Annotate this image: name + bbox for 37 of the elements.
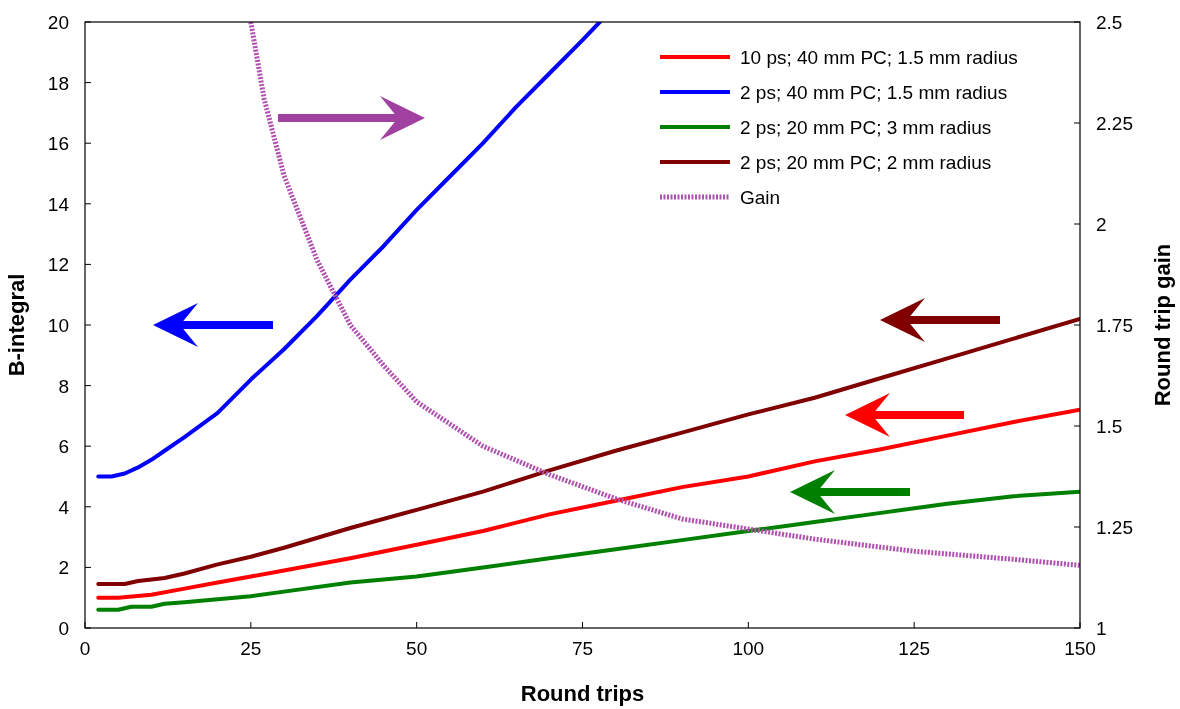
- x-tick-label: 100: [732, 638, 765, 659]
- x-tick-label: 0: [79, 638, 91, 659]
- y-tick-label: 6: [58, 436, 69, 458]
- y-tick-label: 12: [47, 254, 69, 276]
- legend-label: 2 ps; 20 mm PC; 2 mm radius: [740, 152, 992, 173]
- y-tick-label: 14: [47, 193, 70, 215]
- legend-label: 2 ps; 20 mm PC; 3 mm radius: [740, 117, 992, 138]
- y-tick-label: 16: [47, 133, 69, 155]
- line-series: [96, 489, 1080, 612]
- legend-label: 10 ps; 40 mm PC; 1.5 mm radius: [740, 47, 1018, 68]
- y2-tick-label: 1.25: [1096, 517, 1133, 538]
- y-tick-label: 2: [58, 557, 69, 579]
- x-tick-label: 50: [406, 638, 428, 659]
- line-series: [96, 316, 1080, 587]
- y-tick-label: 10: [47, 315, 69, 336]
- y2-tick-label: 2.25: [1096, 113, 1133, 134]
- y-tick-label: 8: [58, 375, 69, 397]
- y-tick-label: 20: [47, 12, 69, 33]
- x-tick-label: 125: [898, 638, 931, 659]
- x-tick-label: 25: [240, 638, 262, 659]
- line-series: [96, 407, 1080, 600]
- y2-tick-label: 1: [1096, 618, 1107, 639]
- x-tick-label: 75: [571, 638, 594, 659]
- y2-tick-label: 2.5: [1096, 12, 1123, 33]
- x-tick-label: 150: [1064, 638, 1096, 659]
- legend-label: 2 ps; 40 mm PC; 1.5 mm radius: [740, 82, 1008, 103]
- y-tick-label: 0: [58, 618, 69, 639]
- y2-axis-title: Round trip gain: [1150, 243, 1175, 407]
- x-axis-title: Round trips: [520, 681, 645, 706]
- line-series: [96, 22, 602, 479]
- y-tick-label: 18: [47, 72, 69, 94]
- y2-tick-label: 1.75: [1096, 315, 1133, 336]
- y-tick-label: 4: [58, 496, 70, 518]
- y2-tick-label: 1.5: [1096, 416, 1123, 437]
- legend-label: Gain: [740, 187, 781, 208]
- y-axis-title: B-integral: [4, 273, 29, 377]
- y2-tick-label: 2: [1096, 214, 1107, 235]
